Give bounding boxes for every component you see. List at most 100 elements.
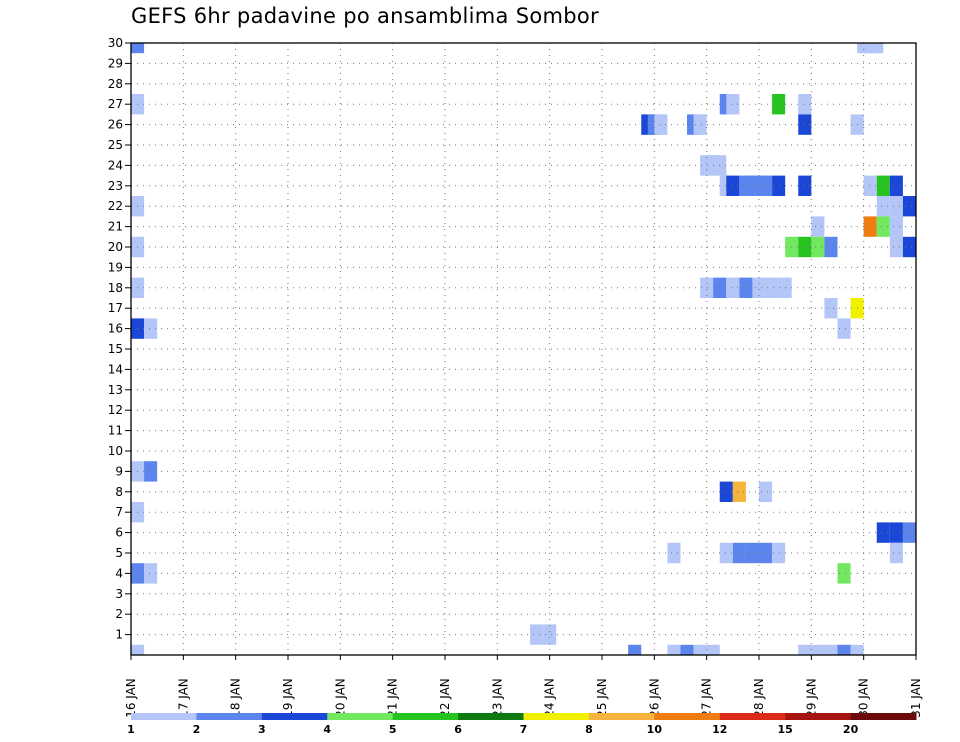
y-tick-label-28: 28 xyxy=(108,77,123,91)
y-tick-label-22: 22 xyxy=(108,199,123,213)
x-tick-label-7: 23 JAN xyxy=(490,678,504,718)
y-tick-label-23: 23 xyxy=(108,179,123,193)
precip-cell-m18-50 xyxy=(752,277,766,298)
y-tick-label-4: 4 xyxy=(115,566,123,580)
x-tick-label-5: 21 JAN xyxy=(386,678,400,718)
precip-cell-m0-84 xyxy=(706,644,720,655)
precip-cell-m5-72 xyxy=(772,542,786,564)
precip-cell-m21-34 xyxy=(811,216,825,237)
x-tick-label-12: 28 JAN xyxy=(752,678,766,718)
colorbar-label-10: 10 xyxy=(647,723,663,736)
precip-cell-m22-33 xyxy=(902,196,916,217)
y-tick-label-24: 24 xyxy=(108,158,123,172)
y-tick-label-17: 17 xyxy=(108,301,123,315)
y-tick-label-30: 30 xyxy=(108,36,123,50)
precip-cell-m20-43 xyxy=(889,236,903,258)
precip-cell-m17-53 xyxy=(824,298,838,319)
y-tick-label-10: 10 xyxy=(108,444,123,458)
y-tick-label-25: 25 xyxy=(108,138,123,152)
precip-cell-m4-75 xyxy=(144,563,158,584)
x-tick-label-4: 20 JAN xyxy=(333,678,347,718)
x-tick-label-13: 29 JAN xyxy=(804,678,818,718)
colorbar-segment-6 xyxy=(523,713,590,720)
y-tick-label-16: 16 xyxy=(108,322,123,336)
precip-cell-m21-36 xyxy=(876,216,890,237)
precip-cell-m22-32 xyxy=(889,196,903,217)
x-tick-label-1: 17 JAN xyxy=(176,678,190,718)
colorbar-label-5: 5 xyxy=(389,723,397,736)
colorbar-segment-3 xyxy=(327,713,394,720)
precip-cell-m18-46 xyxy=(700,277,714,298)
plot-grid xyxy=(131,43,916,655)
precip-cell-m8-60 xyxy=(719,481,733,502)
precip-cell-m23-20 xyxy=(726,175,740,196)
y-tick-label-19: 19 xyxy=(108,260,123,274)
colorbar-segment-5 xyxy=(458,713,524,720)
precip-cell-m23-26 xyxy=(798,175,812,196)
x-tick-label-14: 30 JAN xyxy=(857,678,871,718)
precip-cell-m20-41 xyxy=(811,236,825,258)
precip-cell-m18-48 xyxy=(726,277,740,298)
colorbar-segment-11 xyxy=(850,713,917,720)
y-tick-label-6: 6 xyxy=(115,526,123,540)
colorbar-segment-10 xyxy=(785,713,852,720)
precip-cell-m0-87 xyxy=(824,644,838,655)
colorbar-segment-7 xyxy=(588,713,655,720)
precip-cell-m8-62 xyxy=(759,481,773,502)
colorbar-label-6: 6 xyxy=(454,723,462,736)
x-tick-label-2: 18 JAN xyxy=(229,678,243,718)
y-tick-label-20: 20 xyxy=(108,240,123,254)
colorbar-label-20: 20 xyxy=(843,723,859,736)
precip-cell-m26-11 xyxy=(654,114,668,135)
precip-cell-m18-49 xyxy=(739,277,753,298)
precip-cell-m16-57 xyxy=(837,318,851,339)
colorbar-segment-4 xyxy=(392,713,459,720)
precip-cell-m20-44 xyxy=(902,236,916,258)
y-tick-label-5: 5 xyxy=(115,546,123,560)
precip-cell-m23-24 xyxy=(759,175,773,196)
y-tick-label-1: 1 xyxy=(115,628,123,642)
precip-cell-m22-31 xyxy=(876,196,890,217)
y-tick-label-9: 9 xyxy=(115,464,123,478)
precip-cell-m0-85 xyxy=(798,644,812,655)
y-tick-label-12: 12 xyxy=(108,403,123,417)
precip-cell-m27-7 xyxy=(772,94,786,115)
x-tick-label-3: 19 JAN xyxy=(281,678,295,718)
precip-cell-m1-77 xyxy=(530,624,544,645)
precip-cell-m5-71 xyxy=(759,542,773,564)
precip-cell-m0-86 xyxy=(811,644,825,655)
precip-cells xyxy=(131,43,916,655)
precip-cell-m0-82 xyxy=(680,644,694,655)
precip-cell-m5-70 xyxy=(745,542,759,564)
precip-cell-m21-37 xyxy=(889,216,903,237)
y-tick-label-8: 8 xyxy=(115,485,123,499)
precip-cell-m6-66 xyxy=(902,522,916,543)
precip-cell-m23-27 xyxy=(863,175,877,196)
precip-cell-m30-2 xyxy=(863,43,877,54)
colorbar-label-3: 3 xyxy=(258,723,266,736)
colorbar-label-7: 7 xyxy=(520,723,528,736)
precip-cell-m23-25 xyxy=(772,175,786,196)
colorbar-label-1: 1 xyxy=(127,723,135,736)
precip-cell-m0-80 xyxy=(628,644,642,655)
precip-cell-m30-3 xyxy=(870,43,884,54)
precip-cell-m5-68 xyxy=(719,542,733,564)
x-tick-label-6: 22 JAN xyxy=(438,678,452,718)
x-tick-label-15: 31 JAN xyxy=(909,678,923,718)
colorbar-label-8: 8 xyxy=(585,723,593,736)
colorbar-segment-8 xyxy=(654,713,721,720)
precip-cell-m5-73 xyxy=(889,542,903,564)
y-tick-label-29: 29 xyxy=(108,56,123,70)
y-tick-label-15: 15 xyxy=(108,342,123,356)
precip-cell-m0-89 xyxy=(850,644,864,655)
precip-cell-m23-29 xyxy=(889,175,903,196)
precip-cell-m26-14 xyxy=(798,114,812,135)
x-tick-label-9: 25 JAN xyxy=(595,678,609,718)
colorbar-label-4: 4 xyxy=(323,723,331,736)
precip-cell-m21-35 xyxy=(863,216,877,237)
precip-cell-m0-88 xyxy=(837,644,851,655)
y-tick-label-3: 3 xyxy=(115,587,123,601)
colorbar-label-15: 15 xyxy=(778,723,793,736)
precip-cell-m8-61 xyxy=(732,481,746,502)
y-tick-label-13: 13 xyxy=(108,383,123,397)
